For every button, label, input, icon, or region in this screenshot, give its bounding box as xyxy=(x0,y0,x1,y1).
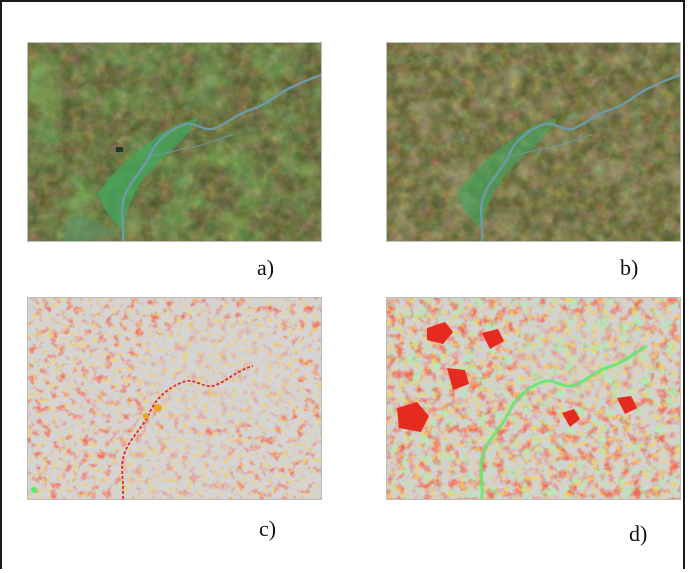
panel-caption-d: d) xyxy=(629,521,648,546)
change-map-c xyxy=(27,297,322,500)
satellite-image-a-graphic xyxy=(28,43,321,241)
satellite-image-b xyxy=(386,42,681,242)
change-map-d xyxy=(386,297,681,500)
change-map-c-graphic xyxy=(28,298,321,499)
panel-caption-b: b) xyxy=(620,255,639,280)
satellite-image-b-graphic xyxy=(387,43,680,241)
panel-caption-a: a) xyxy=(257,255,275,280)
satellite-image-a xyxy=(27,42,322,242)
change-map-d-graphic xyxy=(387,298,680,499)
panel-caption-c: c) xyxy=(259,516,277,541)
